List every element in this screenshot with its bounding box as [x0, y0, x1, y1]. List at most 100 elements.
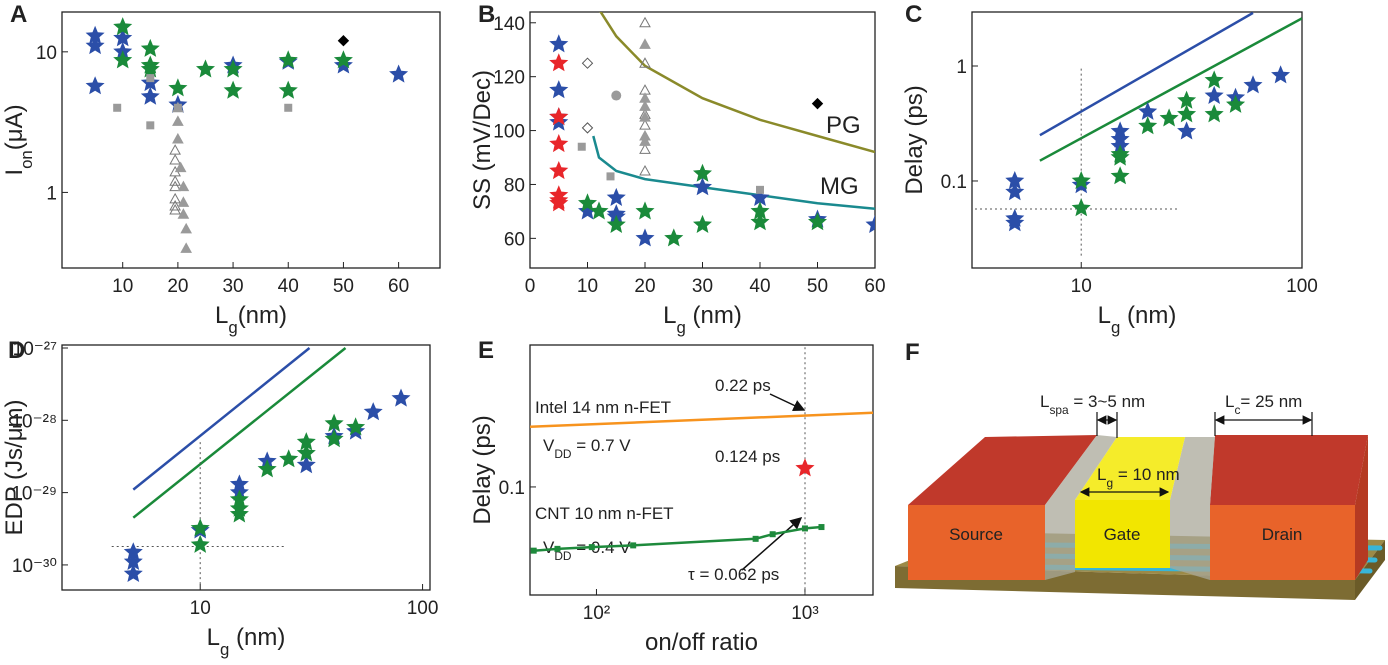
star-point: [578, 193, 597, 212]
triangle-point: [172, 132, 184, 144]
curve: [1039, 17, 1302, 162]
star-point: [123, 551, 143, 570]
triangle-point: [172, 115, 184, 126]
star-point: [296, 455, 316, 474]
star-point: [278, 50, 298, 69]
x-axis-label: Lg (nm): [663, 302, 742, 337]
x-tick-label: 10²: [583, 603, 610, 624]
point: [530, 547, 537, 554]
triangle-point: [639, 143, 651, 154]
panel: A 10 20 30 40 50 60 1 10 Lg(nm) Ion(μA): [1, 1, 441, 337]
star-point: [113, 17, 133, 36]
y-tick-label: 140: [493, 14, 525, 35]
spacer: [1045, 435, 1117, 580]
star-point: [549, 107, 569, 126]
star-point: [223, 59, 243, 78]
source-label: Source: [949, 525, 1003, 544]
star-point: [1138, 116, 1158, 135]
diamond-point: [581, 57, 594, 69]
triangle-point: [177, 196, 190, 207]
x-tick-label: 40: [749, 276, 770, 297]
star-point: [1110, 166, 1130, 185]
x-tick-label: 60: [864, 276, 885, 297]
triangle-point: [169, 200, 181, 211]
point: [752, 535, 759, 542]
star-point: [168, 78, 188, 97]
curve: [599, 12, 875, 154]
star-point: [1138, 101, 1158, 120]
text-part: L: [1098, 302, 1111, 329]
star-point: [190, 518, 210, 537]
x-axis-label: on/off ratio: [645, 629, 758, 656]
y-tick-label: 10⁻²⁸: [11, 411, 57, 432]
circle-point: [611, 90, 622, 101]
x-tick-label: 100: [1286, 276, 1318, 297]
star-point: [389, 64, 409, 83]
star-point: [1204, 104, 1224, 123]
star-point: [85, 76, 105, 95]
text-part: DD: [554, 549, 572, 563]
star-point: [278, 80, 298, 99]
star-point: [123, 564, 143, 582]
star-point: [865, 214, 875, 233]
star-point: [1271, 65, 1291, 84]
star-point: [196, 59, 215, 78]
point: [818, 524, 825, 531]
star-point: [324, 429, 344, 448]
panel: B 0 10 20 30 40 50 60 60 80 100 120 140 Lg (nm) SS (mV…: [469, 1, 886, 337]
star-point: [190, 534, 210, 553]
star-point: [549, 80, 569, 99]
dim-label: Lc= 25 nm: [1225, 392, 1302, 417]
y-tick-label: 80: [504, 175, 525, 196]
x-tick-label: 20: [634, 276, 655, 297]
star-point: [1159, 108, 1179, 127]
annotation: τ = 0.062 ps: [688, 565, 779, 584]
y-tick-label: 10: [36, 43, 57, 64]
star-point: [363, 402, 383, 421]
x-tick-label: 10: [577, 276, 598, 297]
x-tick-label: 10: [190, 598, 211, 619]
star-point: [1177, 90, 1197, 109]
x-tick-label: 10³: [791, 603, 818, 624]
annotation: CNT 10 nm n-FET: [535, 504, 674, 523]
x-tick-label: 30: [692, 276, 713, 297]
text-part: V: [543, 538, 555, 557]
star-point: [795, 458, 815, 477]
star-point: [113, 28, 133, 47]
panel-letter: F: [905, 339, 920, 366]
drain-side: [1355, 435, 1368, 580]
text-part: (nm): [229, 624, 285, 651]
square-point: [756, 185, 764, 194]
text-part: = 25 nm: [1240, 392, 1302, 411]
text-part: (μA): [1, 104, 28, 150]
text-part: L: [1097, 465, 1106, 484]
square-point: [284, 103, 293, 112]
text-part: (nm): [1120, 302, 1176, 329]
gate-label: Gate: [1104, 525, 1141, 544]
text-part: = 10 nm: [1113, 465, 1180, 484]
star-point: [113, 50, 133, 69]
diamond-point: [581, 122, 594, 134]
square-point: [577, 142, 586, 151]
y-tick-label: 1: [956, 57, 967, 78]
text-part: V: [543, 436, 555, 455]
text-part: g: [677, 318, 686, 337]
square-point: [146, 121, 155, 130]
x-tick-label: 20: [167, 276, 188, 297]
curve: [592, 135, 875, 210]
curve: [132, 347, 311, 491]
point: [769, 531, 776, 538]
plot-area: [549, 12, 875, 247]
text-part: DD: [554, 447, 572, 461]
triangle-point: [169, 175, 181, 186]
plot-frame: [61, 344, 431, 591]
curve: [1039, 12, 1254, 137]
y-axis-label: SS (mV/Dec): [469, 70, 496, 210]
panel-letter: E: [478, 337, 494, 364]
text-part: L: [207, 624, 220, 651]
text-part: spa: [1049, 403, 1069, 417]
text-part: = 3~5 nm: [1069, 392, 1146, 411]
star-point: [1005, 182, 1025, 201]
text-part: L: [1040, 392, 1049, 411]
star-point: [750, 187, 770, 206]
